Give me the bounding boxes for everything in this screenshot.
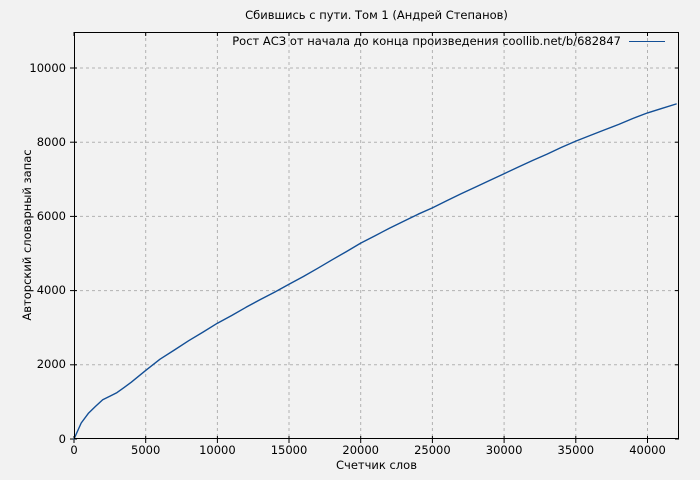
y-tick-label: 8000 [36, 134, 66, 149]
legend: Рост АСЗ от начала до конца произведения… [74, 35, 665, 48]
y-tick-label: 10000 [29, 60, 66, 75]
x-tick-label: 40000 [629, 443, 666, 457]
x-tick-label: 15000 [270, 443, 308, 457]
x-tick-label: 20000 [342, 443, 379, 457]
y-tick-label: 0 [58, 431, 66, 446]
y-tick-label: 6000 [36, 208, 66, 223]
x-axis-label: Счетчик слов [336, 458, 417, 472]
legend-label: Рост АСЗ от начала до конца произведения… [232, 34, 621, 48]
y-tick-label: 4000 [36, 283, 66, 298]
chart-title: Сбившись с пути. Том 1 (Андрей Степанов) [245, 8, 508, 22]
x-tick-label: 10000 [199, 443, 236, 457]
plot-border [74, 32, 679, 439]
y-tick-label: 2000 [36, 357, 66, 372]
x-tick-label: 30000 [485, 443, 523, 457]
x-tick-label: 35000 [557, 443, 595, 457]
data-series-line [73, 103, 677, 440]
legend-line-sample-icon [629, 41, 665, 42]
x-tick-label: 0 [70, 443, 78, 457]
x-tick-label: 5000 [131, 443, 161, 457]
x-tick-label: 25000 [414, 443, 451, 457]
